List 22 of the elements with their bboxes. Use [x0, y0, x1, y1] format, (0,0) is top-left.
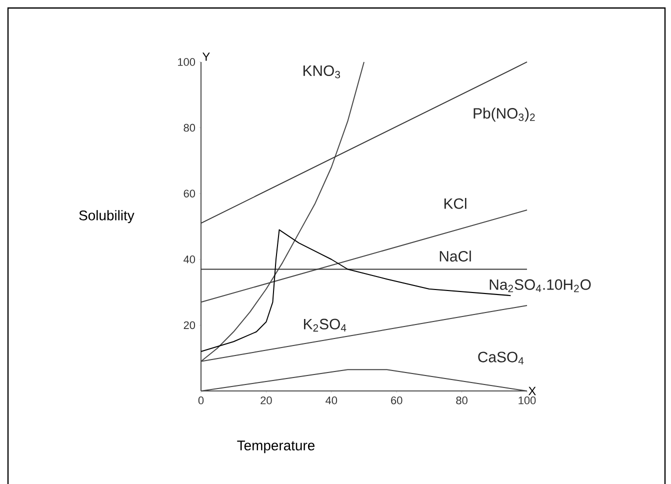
x-tick-label: 80	[456, 396, 468, 404]
x-axis-title: Temperature	[237, 440, 315, 454]
text: X	[528, 386, 536, 396]
x-tick-label: 100	[518, 396, 536, 404]
series-label: KNO$_{3}$	[303, 65, 340, 78]
y-tick-label: 80	[184, 124, 196, 132]
x-tick-label: 40	[326, 396, 338, 404]
series-label: Na$_{2}$SO$_{4}$.10H$_{2}$O	[490, 279, 591, 292]
series-label: K$_{2}$SO$_{4}$	[304, 318, 346, 332]
y-tick-label: 100	[178, 58, 196, 66]
series-label: CaSO$_{4}$	[478, 352, 524, 364]
x-tick-label: 60	[391, 396, 402, 404]
series-label: KCl	[444, 198, 466, 209]
y-tick-label: 60	[184, 190, 196, 198]
text: Y	[202, 52, 210, 61]
x-tick-label: 0	[198, 396, 204, 404]
y-axis-title: Solubility	[79, 210, 134, 224]
x-tick-label: 20	[260, 396, 272, 404]
series-label: Pb(NO$_{3}$)$_{2}$	[474, 108, 535, 122]
y-tick-label: 40	[184, 256, 196, 264]
y-tick-label: 20	[184, 321, 196, 330]
series-label: NaCl	[440, 250, 471, 262]
